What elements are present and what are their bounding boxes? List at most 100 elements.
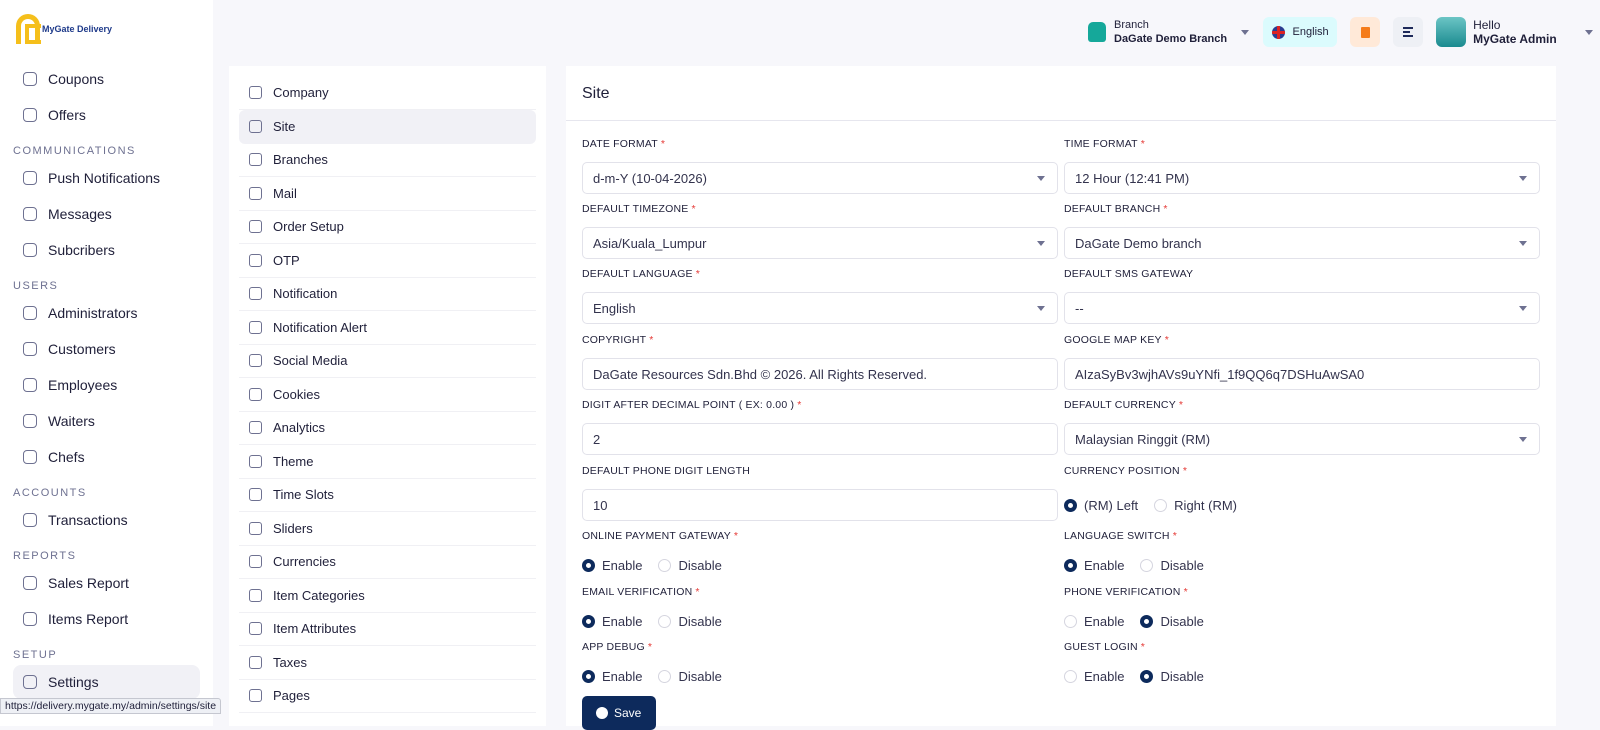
text-input[interactable]: 2 [582, 423, 1058, 455]
settings-menu-item-notification-alert[interactable]: Notification Alert [239, 311, 536, 345]
sidebar-item-waiters[interactable]: Waiters [13, 404, 200, 438]
radio-button[interactable] [582, 615, 595, 628]
save-button[interactable]: Save [582, 696, 656, 730]
settings-menu-item-social-media[interactable]: Social Media [239, 344, 536, 378]
select-input[interactable]: -- [1064, 292, 1540, 324]
settings-menu-item-company[interactable]: Company [239, 76, 536, 110]
user-chevron-down-icon[interactable] [1584, 29, 1593, 35]
avatar[interactable] [1436, 17, 1467, 47]
status-url: https://delivery.mygate.my/admin/setting… [0, 698, 222, 714]
settings-menu-item-order-setup[interactable]: Order Setup [239, 210, 536, 244]
select-input[interactable]: Asia/Kuala_Lumpur [582, 227, 1058, 259]
sidebar-item-subcribers[interactable]: Subcribers [13, 233, 200, 267]
settings-menu-item-time-slots[interactable]: Time Slots [239, 478, 536, 512]
radio-button[interactable] [582, 559, 595, 572]
settings-menu-item-notification[interactable]: Notification [239, 277, 536, 311]
radio-disable[interactable]: Disable [658, 614, 722, 629]
order-setup-icon [249, 220, 262, 233]
sidebar-item-messages[interactable]: Messages [13, 197, 200, 231]
sidebar-item-items-report[interactable]: Items Report [13, 602, 200, 636]
language-button[interactable]: English [1263, 17, 1338, 47]
radio-button[interactable] [658, 615, 672, 628]
settings-menu-item-site[interactable]: Site [239, 109, 536, 144]
settings-menu-item-sliders[interactable]: Sliders [239, 512, 536, 546]
select-input[interactable]: Malaysian Ringgit (RM) [1064, 423, 1540, 455]
menu-toggle-button[interactable] [1393, 17, 1424, 47]
offer-icon [23, 108, 37, 122]
settings-menu-item-theme[interactable]: Theme [239, 445, 536, 479]
settings-menu-item-otp[interactable]: OTP [239, 244, 536, 278]
settings-menu-item-item-attributes[interactable]: Item Attributes [239, 612, 536, 646]
settings-menu-label: Taxes [273, 654, 307, 670]
text-input[interactable]: DaGate Resources Sdn.Bhd © 2026. All Rig… [582, 358, 1058, 390]
settings-menu-item-item-categories[interactable]: Item Categories [239, 579, 536, 613]
sidebar-item-employees[interactable]: Employees [13, 368, 200, 402]
radio-enable[interactable]: Enable [1064, 558, 1124, 573]
required-mark: * [649, 334, 654, 346]
sidebar-item-sales-report[interactable]: Sales Report [13, 566, 200, 600]
sidebar-item-label: Push Notifications [48, 170, 161, 186]
field-label: Time Format * [1064, 138, 1146, 150]
brand-name: MyGate Delivery [42, 24, 113, 34]
radio-enable[interactable]: Enable [582, 614, 642, 629]
settings-menu-item-currencies[interactable]: Currencies [239, 545, 536, 579]
chevron-down-icon[interactable] [1241, 29, 1250, 35]
radio-disable[interactable]: Disable [1140, 614, 1204, 629]
radio-enable[interactable]: Enable [582, 669, 642, 684]
radio-disable[interactable]: Disable [658, 669, 722, 684]
sidebar-item-label: Messages [48, 206, 112, 222]
select-input[interactable]: 12 Hour (12:41 PM) [1064, 162, 1540, 194]
field-date-format: Date Format * d-m-Y (10-04-2026) [582, 138, 1058, 194]
sidebar-item-chefs[interactable]: Chefs [13, 440, 200, 474]
radio-enable[interactable]: Enable [582, 558, 642, 573]
sidebar-item-coupons[interactable]: Coupons [13, 62, 200, 96]
radio-disable[interactable]: Disable [658, 558, 722, 573]
radio-button[interactable] [1140, 559, 1154, 572]
branch-selector[interactable]: Branch DaGate Demo Branch [1114, 18, 1227, 46]
select-input[interactable]: English [582, 292, 1058, 324]
radio-button[interactable] [1140, 670, 1154, 683]
radio-button[interactable] [1064, 670, 1077, 683]
radio-button[interactable] [658, 670, 672, 683]
radio-button[interactable] [1064, 498, 1077, 512]
radio-disable[interactable]: Disable [1140, 669, 1204, 684]
settings-menu-item-mail[interactable]: Mail [239, 177, 536, 211]
radio-disable[interactable]: Disable [1140, 558, 1204, 573]
sidebar-item-transactions[interactable]: Transactions [13, 503, 200, 537]
text-input[interactable]: 10 [582, 489, 1058, 521]
field-language-switch: Language Switch * Enable Disable [1064, 530, 1540, 573]
radio-button[interactable] [582, 670, 595, 683]
select-input[interactable]: DaGate Demo branch [1064, 227, 1540, 259]
radio-rm-left[interactable]: (RM) Left [1064, 489, 1138, 521]
settings-menu-item-cookies[interactable]: Cookies [239, 378, 536, 412]
settings-menu-label: Order Setup [273, 219, 344, 234]
attributes-icon [249, 622, 262, 635]
settings-menu-item-taxes[interactable]: Taxes [239, 646, 536, 680]
radio-button[interactable] [1140, 615, 1154, 628]
sidebar-item-offers[interactable]: Offers [13, 98, 200, 132]
radio-button[interactable] [1154, 498, 1168, 512]
settings-menu-item-pages[interactable]: Pages [239, 679, 536, 713]
sidebar-item-administrators[interactable]: Administrators [13, 296, 200, 330]
radio-right-rm[interactable]: Right (RM) [1154, 489, 1237, 521]
sidebar-item-push-notifications[interactable]: Push Notifications [13, 161, 200, 195]
settings-menu-item-analytics[interactable]: Analytics [239, 411, 536, 445]
logo[interactable]: MyGate Delivery [16, 14, 112, 44]
analytics-icon [249, 421, 262, 434]
sidebar-item-settings[interactable]: Settings [13, 665, 200, 699]
sidebar-item-customers[interactable]: Customers [13, 332, 200, 366]
radio-enable[interactable]: Enable [1064, 669, 1124, 684]
user-menu[interactable]: Hello MyGate Admin [1473, 18, 1557, 46]
field-label: Date Format * [582, 138, 666, 150]
store-icon [1088, 22, 1106, 42]
radio-button[interactable] [658, 559, 672, 572]
select-input[interactable]: d-m-Y (10-04-2026) [582, 162, 1058, 194]
settings-menu-item-branches[interactable]: Branches [239, 143, 536, 177]
pos-button[interactable] [1350, 17, 1381, 47]
field-label: Default Currency * [1064, 399, 1184, 411]
radio-button[interactable] [1064, 615, 1077, 628]
field-label: Guest Login * [1064, 641, 1146, 653]
text-input[interactable]: AIzaSyBv3wjhAVs9uYNfi_1f9QQ6q7DSHuAwSA0 [1064, 358, 1540, 390]
radio-enable[interactable]: Enable [1064, 614, 1124, 629]
radio-button[interactable] [1064, 559, 1077, 572]
